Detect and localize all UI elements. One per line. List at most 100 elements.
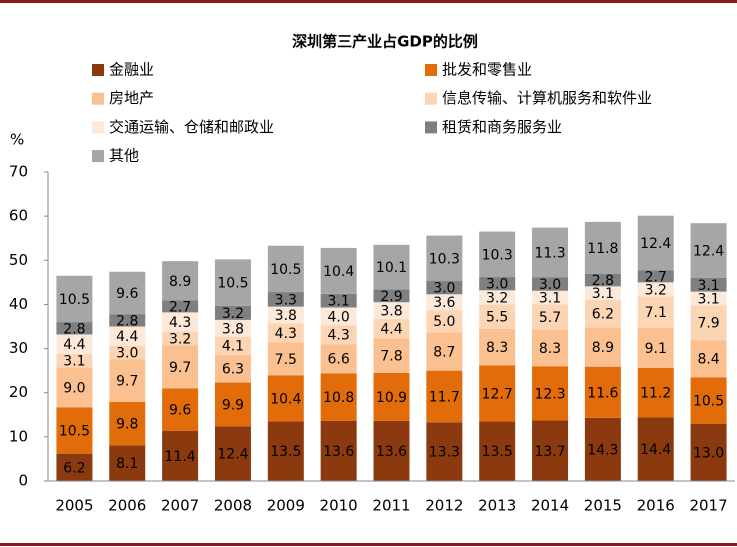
value-label: 4.4	[380, 322, 402, 338]
value-label: 3.8	[380, 304, 402, 320]
bar-segment	[426, 235, 463, 282]
value-label: 3.8	[275, 308, 297, 324]
y-tick-label: 70	[9, 163, 28, 181]
bar-segment	[162, 345, 199, 389]
value-label: 2.7	[169, 299, 191, 315]
value-label: 8.3	[539, 341, 561, 357]
bar-segment	[162, 430, 199, 481]
bar-segment	[690, 377, 727, 424]
legend-label: 批发和零售业	[442, 61, 532, 79]
value-label: 3.2	[486, 290, 508, 306]
value-label: 9.7	[116, 374, 138, 390]
bar-segment	[214, 336, 251, 355]
bar-segment	[690, 305, 727, 341]
bar-segment	[532, 420, 569, 481]
x-tick-label: 2009	[267, 497, 305, 515]
bar-segment	[532, 290, 569, 305]
y-axis-label: %	[10, 131, 24, 149]
bar-segment	[532, 366, 569, 421]
y-tick-label: 30	[9, 339, 28, 357]
x-tick-label: 2012	[425, 497, 463, 515]
value-label: 3.0	[486, 277, 508, 293]
bar-segment	[373, 302, 410, 319]
value-label: 13.5	[482, 444, 513, 460]
bar-segment	[267, 323, 304, 343]
bar-segment	[214, 319, 251, 337]
value-label: 3.2	[645, 282, 667, 298]
bar-segment	[320, 293, 357, 308]
value-label: 3.2	[222, 306, 244, 322]
bar-segment	[584, 286, 621, 301]
bar-segment	[426, 332, 463, 371]
bar-segment	[214, 382, 251, 427]
bar-segment	[109, 314, 146, 327]
value-label: 3.1	[697, 291, 719, 307]
bar-segment	[267, 292, 304, 307]
bar-segment	[373, 338, 410, 373]
value-label: 7.5	[275, 352, 297, 368]
value-label: 6.6	[328, 352, 350, 368]
value-label: 3.1	[539, 291, 561, 307]
bar-segment	[267, 306, 304, 324]
bar-segment	[162, 261, 199, 301]
value-label: 11.6	[587, 385, 618, 401]
value-label: 9.6	[169, 402, 191, 418]
y-tick-label: 50	[9, 251, 28, 269]
y-tick-label: 0	[18, 472, 28, 490]
y-tick-label: 10	[9, 427, 28, 445]
bar-segment	[584, 221, 621, 274]
legend-swatch	[92, 92, 104, 105]
legend-swatch	[92, 121, 104, 134]
legend-swatch	[425, 92, 437, 105]
value-label: 8.9	[169, 274, 191, 290]
bar-segment	[109, 359, 146, 402]
bar-segment	[532, 227, 569, 278]
y-tick-label: 20	[9, 383, 28, 401]
x-tick-label: 2015	[584, 497, 622, 515]
bar-segment	[690, 223, 727, 278]
legend-swatch	[425, 121, 437, 134]
value-label: 12.3	[534, 386, 565, 402]
value-label: 3.3	[275, 292, 297, 308]
value-label: 13.7	[534, 444, 565, 460]
x-tick-label: 2016	[637, 497, 675, 515]
bar-segment	[162, 312, 199, 332]
value-label: 6.3	[222, 362, 244, 378]
bar-segment	[532, 277, 569, 291]
value-label: 3.0	[433, 281, 455, 297]
value-label: 3.6	[433, 295, 455, 311]
bar-segment	[56, 367, 93, 408]
legend-label: 信息传输、计算机服务和软件业	[442, 89, 652, 107]
bar-segment	[56, 353, 93, 368]
value-label: 11.4	[165, 449, 196, 465]
bottom-border	[0, 543, 737, 546]
value-label: 10.1	[376, 260, 407, 276]
value-label: 4.4	[116, 329, 138, 345]
bar-segment	[267, 245, 304, 293]
bar-segment	[267, 421, 304, 481]
value-label: 9.0	[63, 380, 85, 396]
value-label: 12.4	[217, 447, 248, 463]
value-label: 9.7	[169, 360, 191, 376]
legend-label: 房地产	[109, 89, 154, 107]
bar-segment	[373, 289, 410, 303]
value-label: 12.7	[482, 386, 513, 402]
bar-segment	[373, 244, 410, 290]
bar-segment	[56, 453, 93, 481]
bar-segment	[426, 370, 463, 423]
bar-segment	[690, 277, 727, 292]
value-label: 2.8	[116, 313, 138, 329]
bar-segment	[320, 307, 357, 326]
legend-swatch	[92, 64, 104, 76]
bar-segment	[320, 247, 357, 294]
value-label: 8.7	[433, 344, 455, 360]
value-label: 8.1	[116, 456, 138, 472]
value-label: 10.8	[323, 390, 354, 406]
bar-segment	[320, 420, 357, 481]
value-label: 6.2	[63, 460, 85, 476]
bar-segment	[373, 420, 410, 481]
bar-segment	[479, 365, 516, 422]
value-label: 3.1	[592, 286, 614, 302]
value-label: 5.5	[486, 310, 508, 326]
